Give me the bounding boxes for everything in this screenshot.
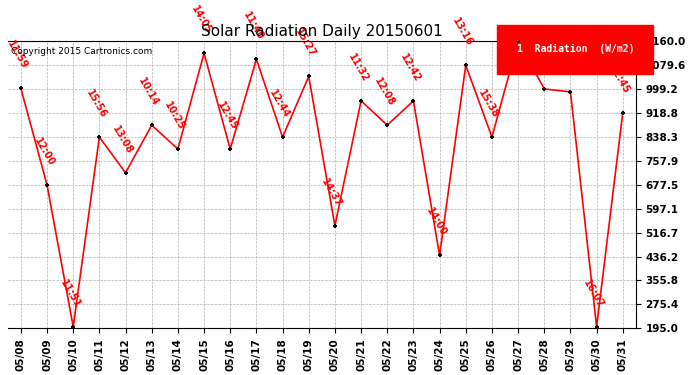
Text: 11:59: 11:59 <box>6 39 30 71</box>
Text: 14:00: 14:00 <box>424 206 448 238</box>
Text: 12:08: 12:08 <box>372 76 396 108</box>
Text: 15:56: 15:56 <box>84 88 108 120</box>
Point <box>225 146 236 152</box>
Point <box>251 56 262 62</box>
Text: 1  Radiation  (W/m2): 1 Radiation (W/m2) <box>517 44 634 54</box>
Text: 13:16: 13:16 <box>451 16 475 48</box>
Point <box>408 98 419 104</box>
Point <box>303 74 314 80</box>
Text: 12:00: 12:00 <box>32 136 56 168</box>
Point <box>199 50 210 56</box>
Text: 12:45: 12:45 <box>215 100 239 132</box>
Point <box>329 223 340 229</box>
Text: 10:25: 10:25 <box>163 100 187 132</box>
Title: Solar Radiation Daily 20150601: Solar Radiation Daily 20150601 <box>201 24 443 39</box>
Text: 11:51: 11:51 <box>58 278 82 309</box>
Point <box>434 252 445 258</box>
Text: 15:38: 15:38 <box>477 88 501 120</box>
Point <box>355 98 366 104</box>
Point <box>41 182 52 188</box>
Text: 13:35: 13:35 <box>555 43 580 75</box>
Point <box>172 146 184 152</box>
Text: 12:42: 12:42 <box>398 52 422 84</box>
Text: 12:44: 12:44 <box>267 88 291 120</box>
Point <box>120 170 131 176</box>
Text: 12:45: 12:45 <box>608 64 632 96</box>
Text: 11:32: 11:32 <box>346 52 370 84</box>
Text: 12:31: 12:31 <box>529 40 553 72</box>
Point <box>591 324 602 330</box>
Point <box>618 110 629 116</box>
Text: 10:14: 10:14 <box>137 76 161 108</box>
Text: 16:07: 16:07 <box>582 278 606 309</box>
Point <box>146 122 157 128</box>
Point <box>382 122 393 128</box>
Text: 14:37: 14:37 <box>319 177 344 209</box>
Point <box>539 86 550 92</box>
Text: Copyright 2015 Cartronics.com: Copyright 2015 Cartronics.com <box>11 47 152 56</box>
Point <box>565 89 576 95</box>
Point <box>460 62 471 68</box>
Point <box>277 134 288 140</box>
Text: 11:40: 11:40 <box>241 10 266 42</box>
Text: 14:05: 14:05 <box>189 4 213 36</box>
Point <box>15 86 26 92</box>
Point <box>94 134 105 140</box>
Point <box>68 324 79 330</box>
Point <box>486 134 497 140</box>
Text: 15:27: 15:27 <box>293 27 317 59</box>
Point <box>513 38 524 44</box>
Text: 13:08: 13:08 <box>110 124 135 156</box>
